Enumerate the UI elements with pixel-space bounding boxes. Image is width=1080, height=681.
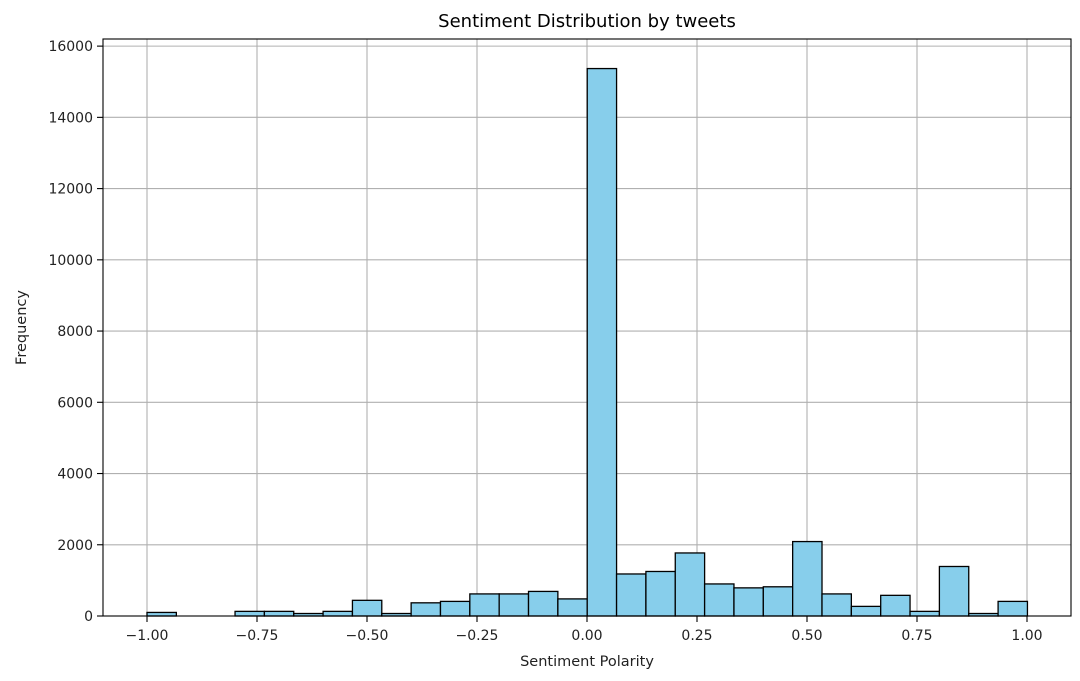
histogram-bar — [351, 599, 383, 617]
histogram-bar — [703, 583, 735, 617]
histogram-bar — [439, 600, 471, 617]
histogram-bar — [586, 67, 618, 617]
histogram-bar — [557, 598, 588, 617]
ticks-layer: −1.00 −0.75 −0.50 −0.25 0.00 0.25 0.50 0.75 1.00… — [48, 39, 1042, 644]
histogram-bar — [615, 573, 647, 617]
x-tick-label: 0.25 — [681, 628, 712, 644]
histogram-bar — [263, 610, 295, 617]
y-tick-label: 12000 — [48, 182, 93, 198]
histogram-bar — [938, 565, 970, 617]
histogram-bar — [527, 590, 559, 617]
histogram-bar — [733, 587, 764, 617]
histogram-bar — [674, 552, 706, 617]
y-tick-label: 4000 — [57, 467, 93, 483]
histogram-bar — [410, 602, 442, 617]
bars-layer — [146, 67, 1029, 617]
histogram-bar — [234, 610, 266, 617]
x-tick-label: −0.50 — [346, 628, 389, 644]
histogram-bar — [821, 593, 853, 617]
y-tick-label: 8000 — [57, 324, 93, 340]
histogram-bar — [762, 586, 794, 617]
histogram-bar — [880, 594, 911, 617]
x-tick-label: 0.50 — [791, 628, 822, 644]
histogram-bar — [792, 540, 823, 617]
y-tick-label: 16000 — [48, 39, 93, 55]
x-tick-label: −0.25 — [456, 628, 499, 644]
y-tick-label: 0 — [84, 609, 93, 625]
x-tick-label: −0.75 — [236, 628, 279, 644]
x-tick-label: 0.75 — [901, 628, 932, 644]
x-tick-label: −1.00 — [126, 628, 169, 644]
histogram-bar — [645, 570, 676, 617]
x-tick-label: 0.00 — [571, 628, 602, 644]
histogram-bar — [909, 610, 941, 617]
x-axis-label: Sentiment Polarity — [520, 654, 654, 670]
y-tick-label: 10000 — [48, 253, 93, 269]
x-tick-label: 1.00 — [1011, 628, 1042, 644]
y-tick-label: 2000 — [57, 538, 93, 554]
histogram-bar — [997, 600, 1029, 617]
histogram-bar — [498, 593, 530, 617]
histogram-bar — [469, 593, 500, 617]
y-tick-label: 6000 — [57, 395, 93, 411]
chart-title: Sentiment Distribution by tweets — [438, 11, 736, 32]
histogram-bar — [322, 610, 354, 617]
histogram-bar — [850, 605, 882, 617]
y-axis-label: Frequency — [14, 290, 30, 365]
y-tick-label: 14000 — [48, 110, 93, 126]
